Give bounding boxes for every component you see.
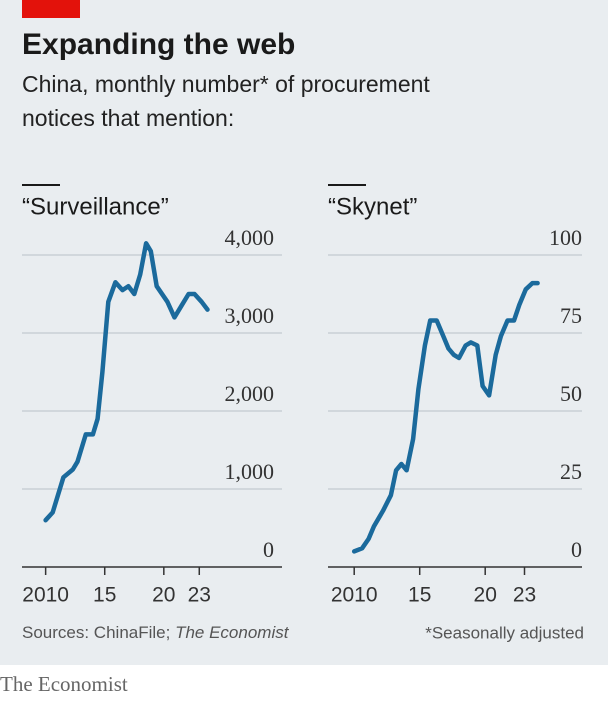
x-tick-label: 2010 (331, 584, 378, 607)
red-tag (22, 0, 80, 18)
subtitle: notices that mention: (22, 105, 234, 131)
source: The Economist (175, 623, 290, 642)
y-tick-label: 4,000 (225, 225, 275, 250)
subtitle: China, monthly number* of procurement (22, 71, 430, 97)
y-tick-label: 0 (263, 537, 274, 562)
y-tick-label: 75 (560, 303, 582, 328)
x-tick-label: 20 (474, 584, 497, 607)
y-tick-label: 0 (571, 537, 582, 562)
source: Sources: ChinaFile; (22, 623, 170, 642)
x-tick-label: 20 (152, 584, 175, 607)
y-tick-label: 100 (549, 225, 582, 250)
x-tick-label: 23 (513, 584, 536, 607)
chart-title: Expanding the web (22, 28, 295, 61)
y-tick-label: 1,000 (225, 459, 275, 484)
y-tick-label: 3,000 (225, 303, 275, 328)
x-tick-label: 15 (408, 584, 431, 607)
panel-title: “Skynet” (328, 193, 417, 220)
brand: The Economist (0, 672, 128, 696)
x-tick-label: 2010 (22, 584, 69, 607)
source: Sources: ChinaFile; The Economist (22, 623, 290, 642)
y-tick-label: 50 (560, 381, 582, 406)
x-tick-label: 23 (188, 584, 211, 607)
data-line (43, 241, 210, 523)
panel-title: “Surveillance” (22, 193, 169, 220)
x-tick-label: 15 (93, 584, 116, 607)
note: *Seasonally adjusted (425, 623, 584, 642)
data-line (351, 280, 540, 554)
y-tick-label: 25 (560, 459, 582, 484)
y-tick-label: 2,000 (225, 381, 275, 406)
